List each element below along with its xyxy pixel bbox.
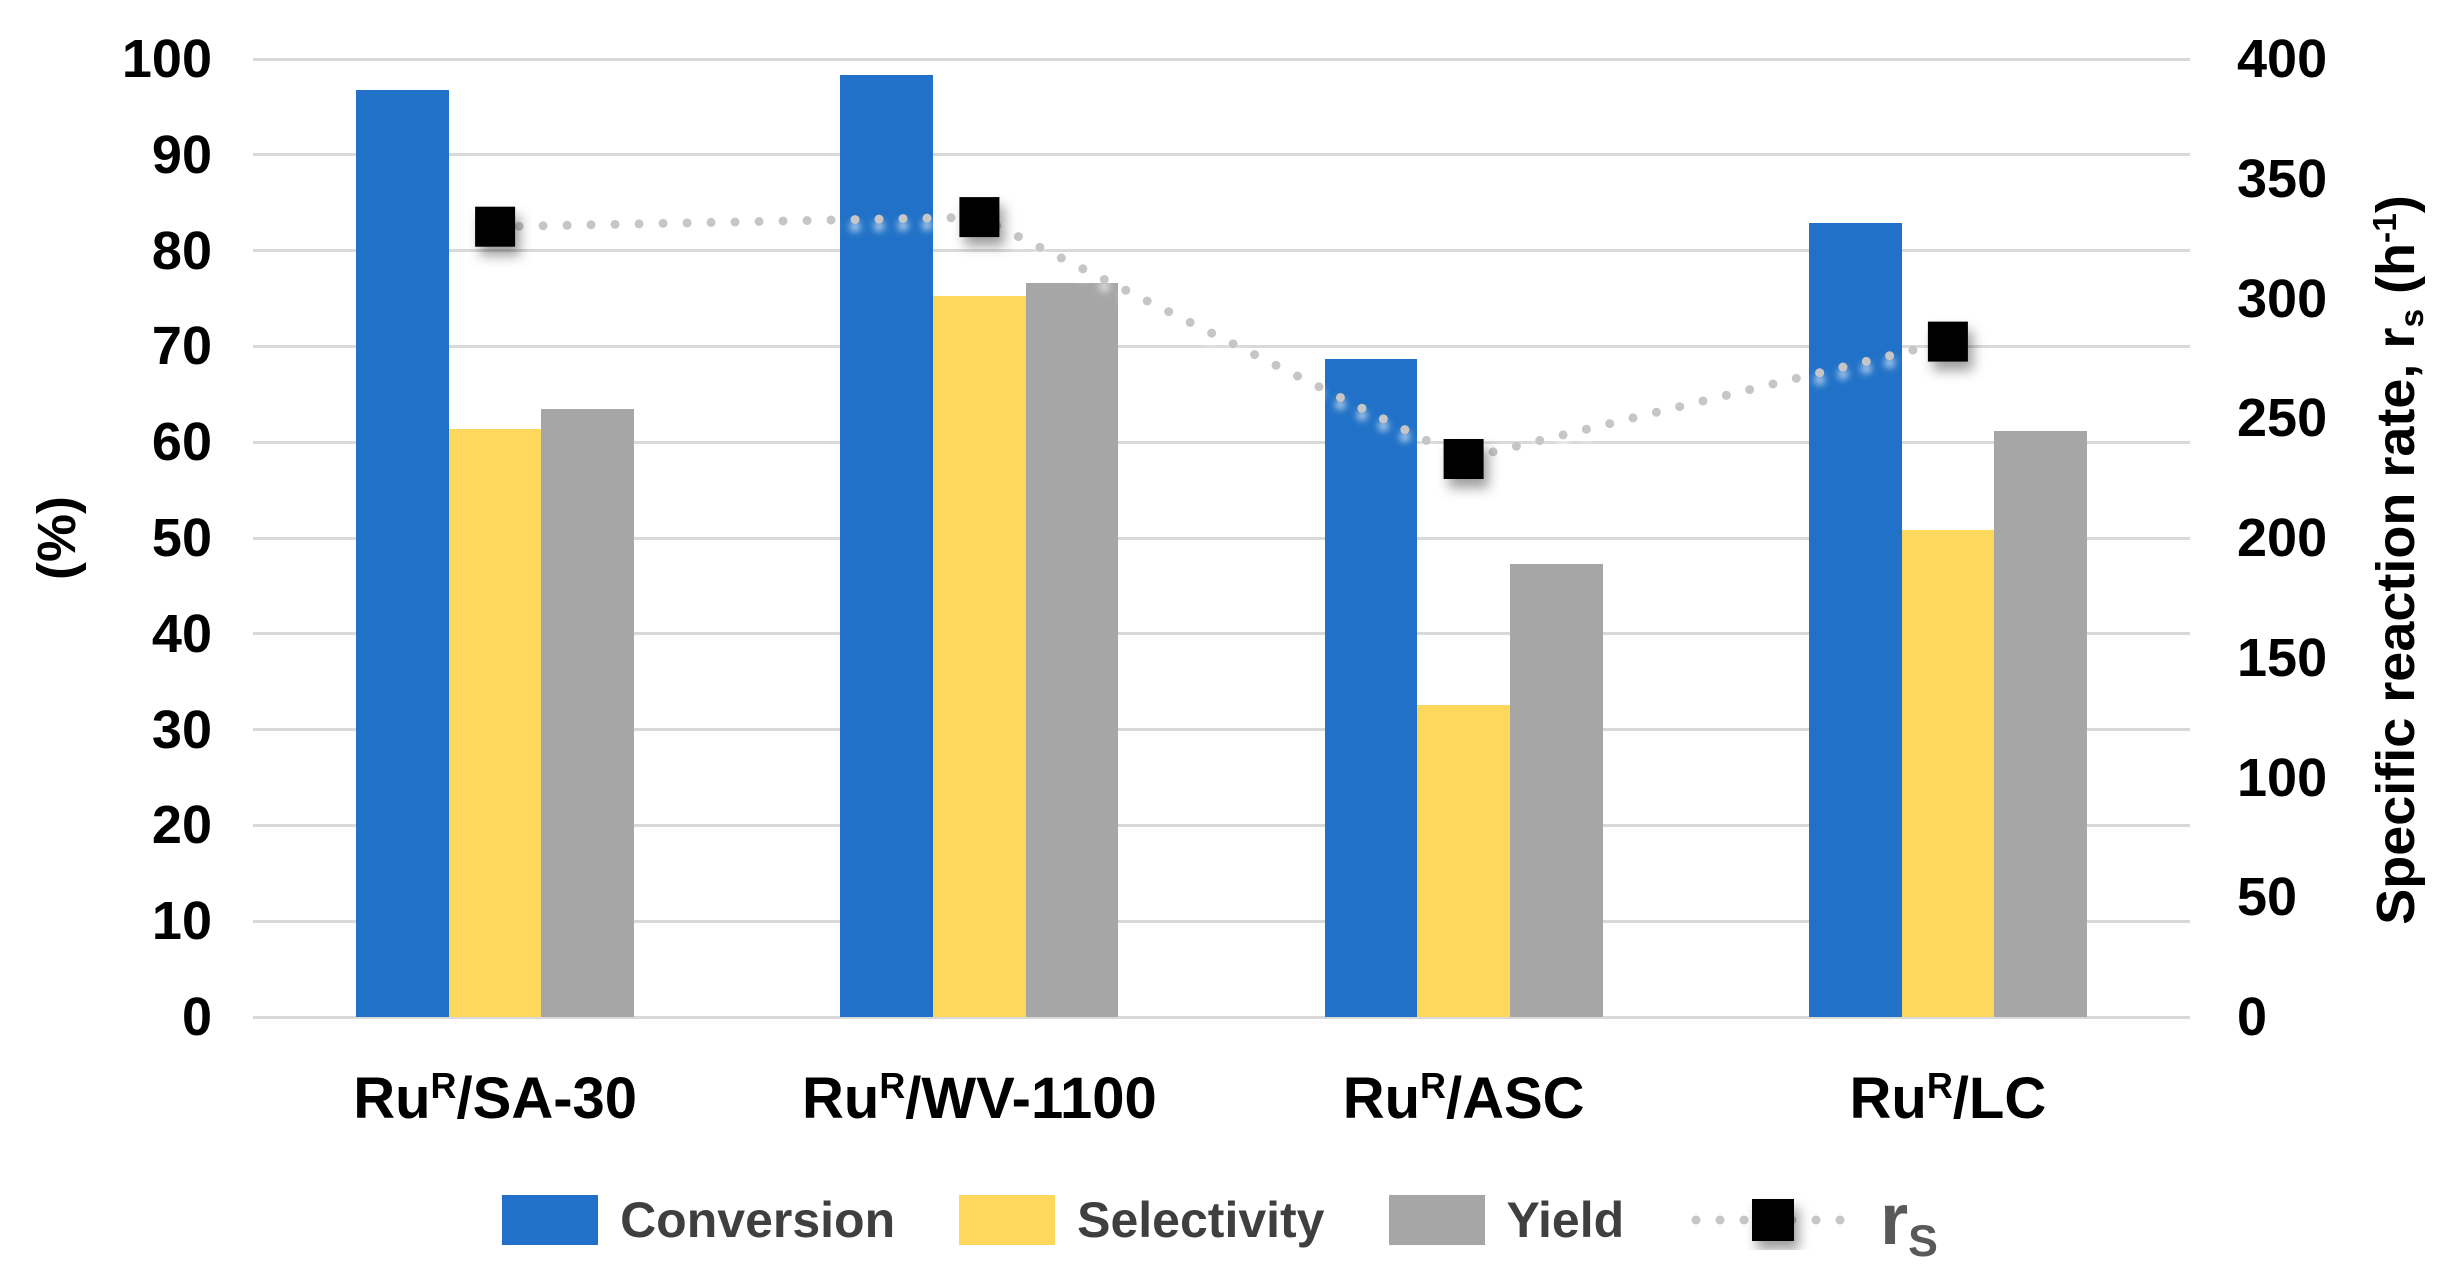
right-tick-label: 300 (2237, 268, 2328, 329)
gridline (253, 728, 2190, 732)
right-tick-label: 250 (2237, 388, 2328, 449)
text-segment: R (1420, 1064, 1446, 1106)
category-label: RuR/LC (1706, 1042, 2190, 1154)
category-label: RuR/ASC (1222, 1042, 1706, 1154)
bar-selectivity (1901, 530, 1995, 1017)
text-segment: Ru (1342, 1065, 1421, 1131)
legend-label-rs: rS (1880, 1184, 1938, 1264)
gridline (253, 1015, 2190, 1019)
rs-marker (1443, 439, 1484, 479)
bar-yield (541, 408, 635, 1017)
left-tick-label: 0 (181, 987, 212, 1047)
plot-area (253, 57, 2190, 1019)
text-segment: Ru (353, 1065, 431, 1131)
bar-yield (1025, 283, 1119, 1017)
bar-conversion (840, 75, 934, 1017)
gridline (253, 632, 2190, 636)
left-tick-label: 80 (151, 220, 212, 281)
legend-item-selectivity: Selectivity (959, 1191, 1325, 1249)
text-segment: /WV-1100 (905, 1065, 1157, 1131)
text-segment: /ASC (1445, 1065, 1585, 1131)
text-segment: R (1926, 1064, 1953, 1106)
legend-rs-line-icon (1688, 1190, 1858, 1250)
left-tick-label: 70 (151, 316, 212, 377)
right-tick-label: 50 (2237, 867, 2298, 928)
category-label-text: RuR/WV-1100 (802, 1065, 1157, 1132)
left-tick-label: 20 (151, 795, 212, 856)
left-tick-label: 90 (151, 124, 212, 185)
legend-label: Yield (1506, 1192, 1625, 1248)
category-label: RuR/WV-1100 (737, 1042, 1221, 1154)
rs-marker (1927, 321, 1968, 362)
bar-conversion (356, 89, 449, 1017)
rs-dotted-line (490, 212, 1953, 464)
left-tick-label: 10 (151, 891, 212, 952)
right-tick-label: 200 (2237, 508, 2328, 568)
left-tick-label: 50 (151, 508, 212, 568)
left-tick-label: 100 (121, 29, 212, 89)
legend-item-rs: rS (1688, 1184, 1938, 1264)
bar-selectivity (448, 428, 542, 1017)
category-label-text: RuR/ASC (1343, 1065, 1585, 1132)
category-label-text: RuR/SA-30 (353, 1065, 637, 1132)
legend-swatch-yield (1388, 1195, 1485, 1245)
text-segment: R (879, 1064, 906, 1106)
gridline (253, 536, 2190, 540)
gridline (253, 57, 2190, 61)
legend: Conversion Selectivity Yield rS (0, 1168, 2440, 1272)
right-tick-label: 100 (2237, 747, 2328, 808)
legend-label: Conversion (620, 1192, 896, 1248)
text-segment: /LC (1952, 1065, 2047, 1131)
category-labels: RuR/SA-30 RuR/WV-1100 RuR/ASC RuR/LC (253, 1042, 2190, 1154)
rs-marker (959, 197, 1000, 238)
left-tick-label: 60 (151, 412, 212, 473)
right-tick-label: 400 (2237, 29, 2328, 89)
bar-selectivity (933, 295, 1026, 1017)
legend-item-yield: Yield (1388, 1191, 1625, 1249)
right-tick-label: 0 (2237, 987, 2268, 1047)
text-segment: Ru (801, 1065, 880, 1131)
bar-selectivity (1417, 704, 1510, 1017)
category-label: RuR/SA-30 (253, 1042, 737, 1154)
text-segment: R (430, 1064, 457, 1106)
right-tick-label: 350 (2237, 148, 2328, 209)
gridline (253, 919, 2190, 923)
rs-markers-group (475, 197, 1968, 479)
left-tick-label: 30 (151, 699, 212, 760)
legend-label: Selectivity (1077, 1192, 1325, 1248)
gridline (253, 823, 2190, 827)
rs-marker (475, 206, 516, 247)
left-axis-ticks: 100 90 80 70 60 50 40 30 20 10 0 (0, 32, 212, 1044)
legend-item-conversion: Conversion (502, 1191, 895, 1249)
text-segment: /SA-30 (456, 1065, 638, 1131)
gridline (253, 153, 2190, 157)
legend-swatch-selectivity (959, 1195, 1056, 1245)
bar-conversion (1808, 222, 1902, 1017)
bar-conversion (1324, 358, 1418, 1017)
left-tick-label: 40 (151, 603, 212, 664)
legend-swatch-conversion (502, 1195, 599, 1245)
text-segment: r (1880, 1180, 1909, 1260)
right-axis-ticks: 400 350 300 250 200 150 100 50 0 (2237, 32, 2437, 1044)
right-tick-label: 150 (2237, 627, 2328, 688)
category-label-text: RuR/LC (1850, 1065, 2047, 1132)
text-segment: S (1908, 1217, 1938, 1267)
bar-yield (1994, 430, 2087, 1017)
bar-yield (1509, 563, 1603, 1017)
text-segment: Ru (1849, 1065, 1927, 1131)
